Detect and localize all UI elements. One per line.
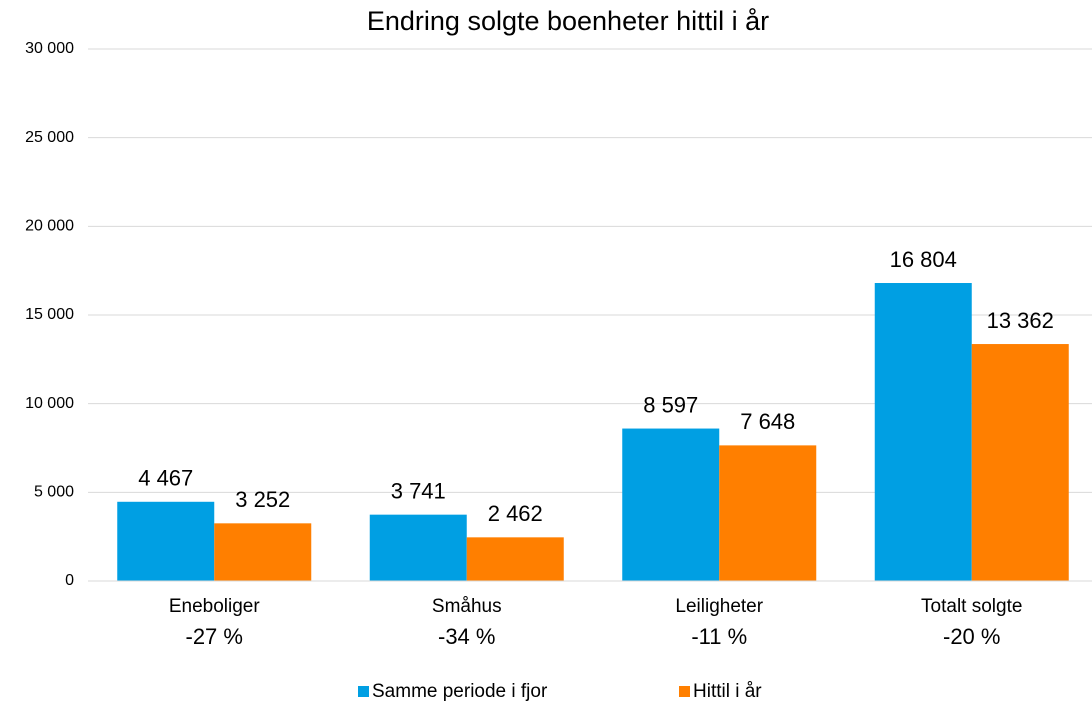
x-tick-label: Totalt solgte — [921, 596, 1022, 617]
y-tick-label: 30 000 — [25, 40, 74, 57]
bar — [466, 537, 564, 581]
y-tick-label: 25 000 — [25, 129, 74, 146]
y-tick-label: 10 000 — [25, 395, 74, 412]
data-label: 2 462 — [488, 501, 543, 526]
legend-label: Samme periode i fjor — [372, 681, 548, 702]
legend-label: Hittil i år — [693, 681, 762, 702]
category-annotation: -27 % — [186, 624, 243, 649]
bar — [622, 428, 720, 581]
legend-swatch — [679, 686, 690, 697]
y-tick-label: 15 000 — [25, 306, 74, 323]
category-annotation: -20 % — [943, 624, 1000, 649]
y-tick-label: 5 000 — [34, 484, 74, 501]
bar — [117, 501, 215, 581]
chart-title: Endring solgte boenheter hittil i år — [367, 6, 769, 36]
bar — [971, 344, 1069, 581]
x-tick-label: Leiligheter — [675, 596, 763, 617]
data-label: 7 648 — [740, 409, 795, 434]
bar — [369, 514, 467, 581]
y-tick-label: 0 — [65, 572, 74, 589]
category-annotation: -34 % — [438, 624, 495, 649]
data-label: 13 362 — [987, 308, 1054, 333]
data-label: 3 252 — [235, 487, 290, 512]
bar — [214, 523, 312, 581]
data-label: 4 467 — [138, 466, 193, 491]
x-tick-label: Småhus — [432, 596, 502, 617]
bar — [719, 445, 817, 581]
x-tick-label: Eneboliger — [169, 596, 261, 617]
data-label: 16 804 — [890, 247, 957, 272]
bar — [874, 283, 972, 581]
legend-swatch — [358, 686, 369, 697]
category-annotation: -11 % — [691, 624, 747, 649]
data-label: 8 597 — [643, 392, 698, 417]
data-label: 3 741 — [391, 478, 446, 503]
y-tick-label: 20 000 — [25, 218, 74, 235]
